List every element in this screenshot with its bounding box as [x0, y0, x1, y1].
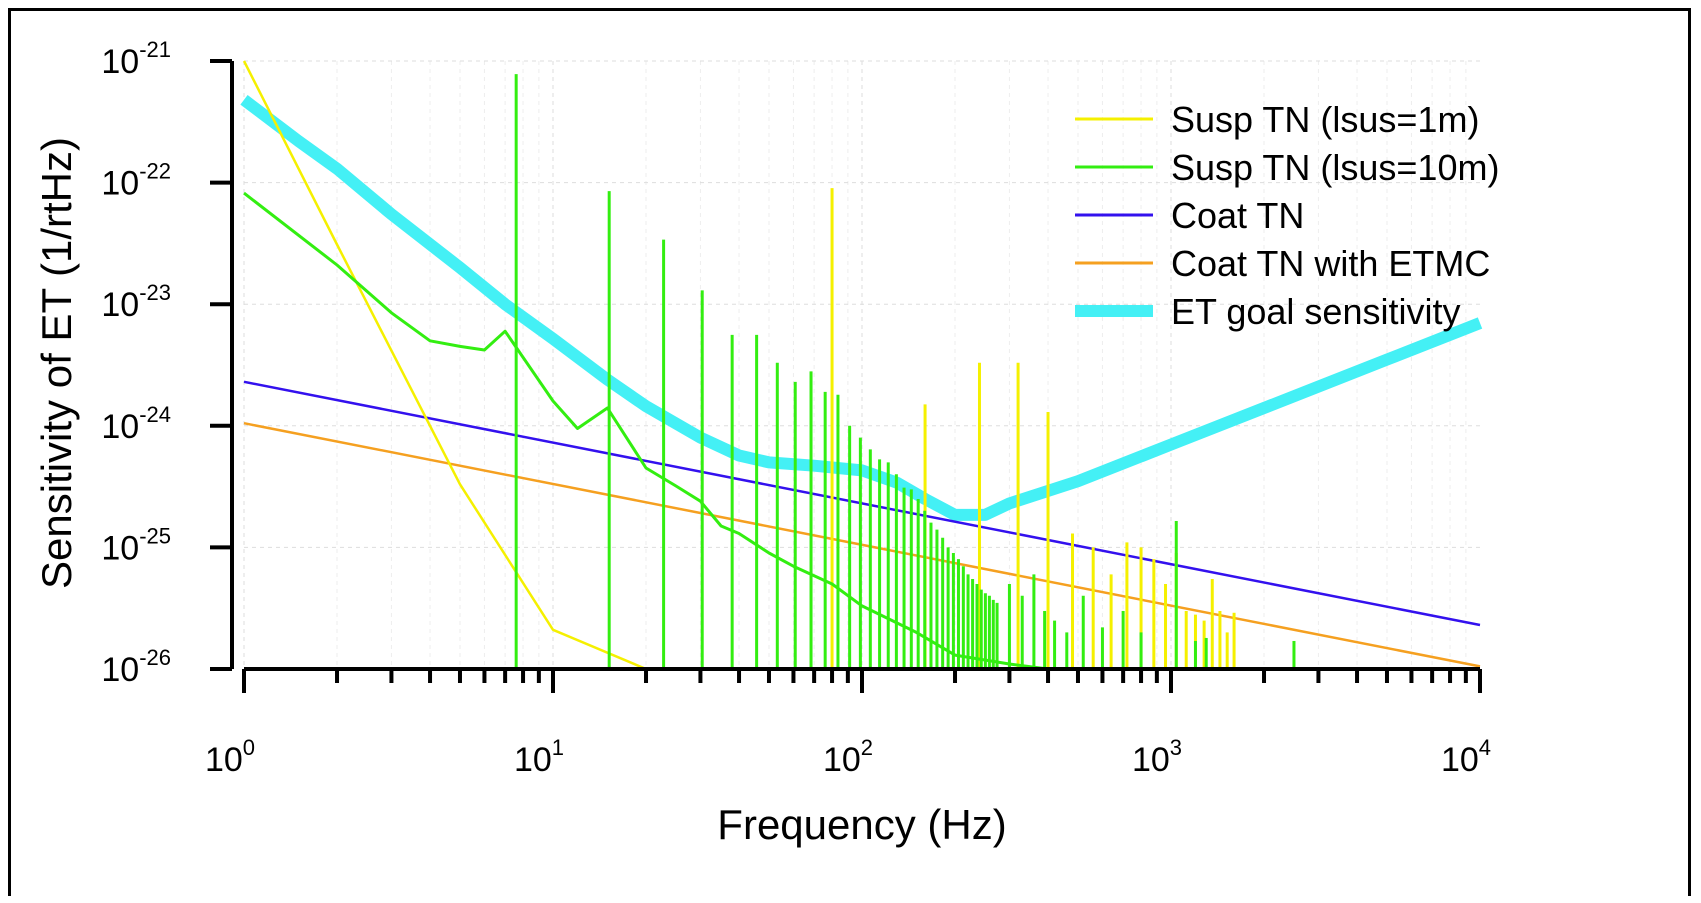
chart-svg: 100 101 102 103 10410-2110-2210-2310-2410-25…: [33, 37, 1499, 848]
y-tick-base: 10: [101, 165, 139, 203]
legend: Susp TN (lsus=1m) Susp TN (lsus=10m) Coat …: [1075, 99, 1499, 332]
y-tick-base: 10: [101, 408, 139, 446]
y-tick-exponent: -21: [139, 37, 171, 62]
y-tick-exponent: -23: [139, 280, 171, 305]
x-tick-base: 10: [1441, 741, 1479, 779]
x-tick-base: 10: [823, 741, 861, 779]
x-tick-label: 102: [823, 735, 873, 779]
x-tick-label: 101: [514, 735, 564, 779]
y-tick-exponent: -26: [139, 645, 171, 670]
x-tick-base: 10: [1132, 741, 1170, 779]
series-layer: [240, 60, 1483, 671]
series-line-susp-tn-lsus-10m: [243, 191, 1078, 671]
series-line-et-goal-sensitivity: [240, 95, 1483, 521]
x-tick-exponent: 3: [1170, 735, 1182, 760]
y-tick-base: 10: [101, 529, 139, 567]
y-tick-base: 10: [101, 286, 139, 324]
series-susp-tn-lsus-10m: [243, 74, 1296, 671]
ticks-layer: 100 101 102 103 10410-2110-2210-2310-2410-25…: [101, 37, 1491, 779]
y-tick-exponent: -24: [139, 402, 171, 427]
series-susp-tn-lsus-1m: [242, 60, 1243, 671]
legend-label: Coat TN with ETMC: [1171, 243, 1490, 284]
series-et-goal-sensitivity: [240, 95, 1483, 521]
x-tick-exponent: 0: [243, 735, 255, 760]
y-tick-exponent: -22: [139, 159, 171, 184]
y-tick-label: 10-23: [101, 280, 171, 324]
x-tick-label: 104: [1441, 735, 1491, 779]
y-tick-label: 10-26: [101, 645, 171, 689]
y-tick-label: 10-21: [101, 37, 171, 81]
series-line-coat-tn: [243, 380, 1481, 627]
y-axis-title: Sensitivity of ET (1/rtHz): [33, 137, 80, 589]
legend-label: Susp TN (lsus=1m): [1171, 99, 1479, 140]
legend-label: Coat TN: [1171, 195, 1304, 236]
x-tick-label: 100: [205, 735, 255, 779]
y-tick-exponent: -25: [139, 523, 171, 548]
x-tick-base: 10: [514, 741, 552, 779]
x-tick-exponent: 1: [552, 735, 564, 760]
x-tick-exponent: 4: [1479, 735, 1491, 760]
x-axis-title: Frequency (Hz): [717, 801, 1006, 848]
figure-frame: 100 101 102 103 104 10-21 10-22 10-23 10-24 10-25…: [8, 8, 1691, 896]
y-tick-label: 10-22: [101, 159, 171, 203]
legend-label: Susp TN (lsus=10m): [1171, 147, 1499, 188]
x-tick-label: 103: [1132, 735, 1182, 779]
y-tick-label: 10-25: [101, 523, 171, 567]
x-tick-exponent: 2: [861, 735, 873, 760]
y-tick-base: 10: [101, 651, 139, 689]
legend-label: ET goal sensitivity: [1171, 291, 1460, 332]
x-tick-base: 10: [205, 741, 243, 779]
series-coat-tn: [243, 380, 1481, 627]
y-tick-base: 10: [101, 43, 139, 81]
y-tick-label: 10-24: [101, 402, 171, 446]
